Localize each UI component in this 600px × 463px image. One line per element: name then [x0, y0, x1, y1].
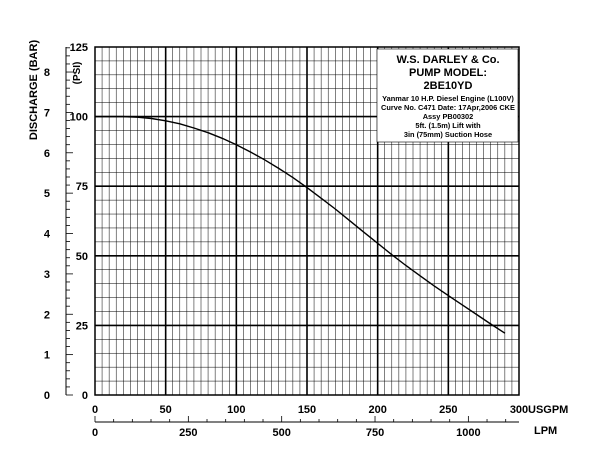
psi-axis-unit: (PSI): [72, 62, 83, 85]
plot-border: [94, 46, 520, 396]
bar-axis-title: DISCHARGE (BAR): [28, 40, 40, 141]
lpm-tick-label: 1000: [456, 427, 480, 439]
psi-tick-label: 125: [70, 42, 88, 54]
bar-tick-label: 6: [44, 148, 50, 160]
bar-tick-label: 4: [44, 229, 51, 241]
bar-tick-label: 8: [44, 67, 50, 79]
psi-axis-labels: 0 25 50 75 100 125: [70, 42, 88, 402]
info-line-5: 3in (75mm) Suction Hose: [404, 130, 492, 139]
info-line-1: Yanmar 10 H.P. Diesel Engine (L100V): [382, 94, 514, 103]
lpm-axis-unit: LPM: [534, 425, 557, 437]
psi-tick-label: 50: [76, 251, 88, 263]
bar-tick-label: 2: [44, 309, 50, 321]
info-box: W.S. DARLEY & Co. PUMP MODEL: 2BE10YD Ya…: [376, 48, 519, 143]
usgpm-tick-label: 300: [510, 404, 528, 416]
usgpm-tick-label: 0: [92, 404, 98, 416]
usgpm-tick-label: 250: [439, 404, 457, 416]
usgpm-tick-label: 50: [160, 404, 172, 416]
info-title-line-2: PUMP MODEL:: [409, 67, 487, 79]
usgpm-axis-labels: 0 50 100 150 200 250 300: [92, 404, 528, 416]
lpm-tick-label: 250: [179, 427, 197, 439]
psi-tick-label: 75: [76, 181, 88, 193]
psi-tick-label: 25: [76, 320, 88, 332]
bar-tick-label: 0: [44, 390, 50, 402]
info-line-2: Curve No. C471 Date: 17Apr,2006 CKE: [381, 103, 515, 112]
info-line-3: Assy PB00302: [423, 112, 474, 121]
usgpm-axis-unit: USGPM: [528, 404, 568, 416]
bar-tick-label: 5: [44, 188, 50, 200]
bar-axis-ticks: [66, 47, 73, 396]
lpm-tick-label: 0: [92, 427, 98, 439]
lpm-axis-labels: 0 250 500 750 1000: [92, 427, 481, 439]
bar-tick-label: 3: [44, 269, 50, 281]
usgpm-tick-label: 200: [368, 404, 386, 416]
info-title-line-1: W.S. DARLEY & Co.: [396, 54, 499, 66]
bar-tick-label: 7: [44, 107, 50, 119]
bar-tick-label: 1: [44, 350, 50, 362]
lpm-tick-label: 750: [366, 427, 384, 439]
info-box-background: [376, 48, 519, 143]
bar-axis-labels: 0 1 2 3 4 5 6 7 8: [44, 67, 51, 402]
usgpm-tick-label: 100: [227, 404, 245, 416]
info-title-line-3: 2BE10YD: [424, 80, 473, 92]
lpm-tick-label: 500: [273, 427, 291, 439]
usgpm-tick-label: 150: [298, 404, 316, 416]
pump-curve-line: [95, 115, 506, 334]
psi-tick-label: 0: [82, 390, 88, 402]
info-line-4: 5ft. (1.5m) Lift with: [415, 121, 481, 130]
psi-tick-label: 100: [70, 112, 88, 124]
lpm-axis-ticks: [94, 416, 507, 422]
